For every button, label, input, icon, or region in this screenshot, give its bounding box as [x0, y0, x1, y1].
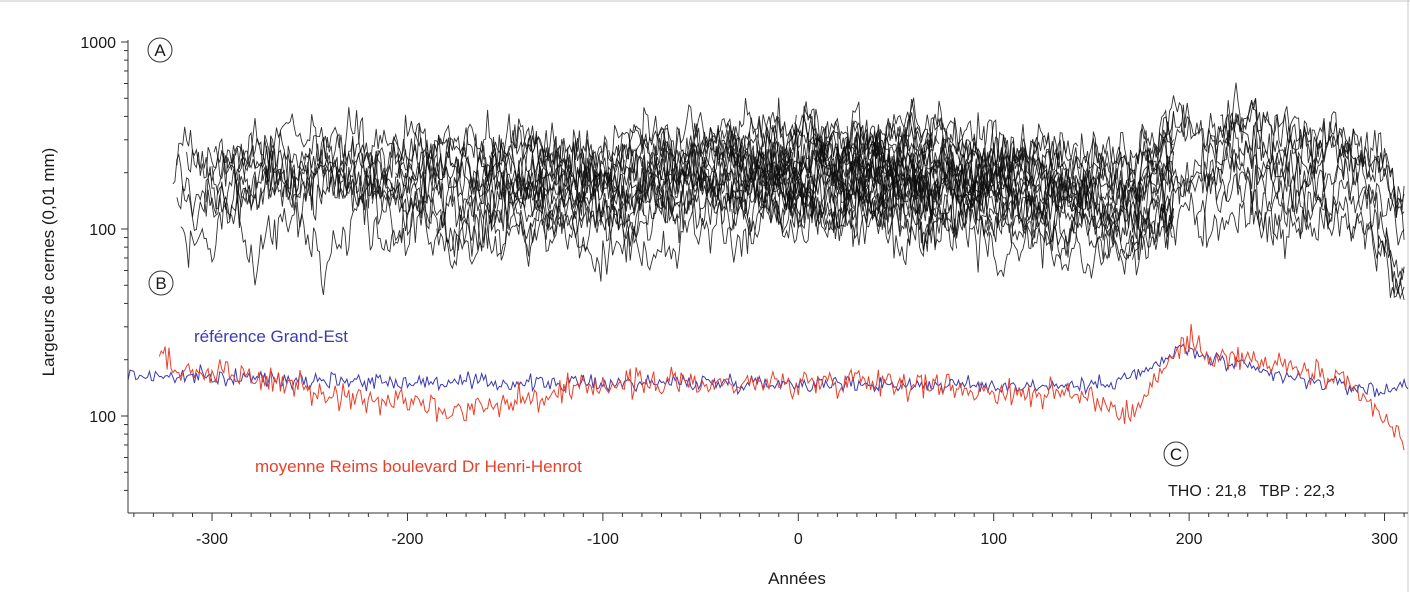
x-tick-label: -100 — [587, 531, 619, 548]
x-tick-label: 0 — [794, 531, 803, 548]
ring-width-series — [690, 97, 1079, 202]
y-axis-title: Largeurs de cernes (0,01 mm) — [39, 148, 58, 377]
ring-width-series — [628, 129, 813, 197]
y-tick-label: 1000 — [80, 35, 116, 52]
ring-width-series — [180, 190, 444, 295]
ring-width-series — [717, 99, 940, 182]
panel-label-b: B — [148, 270, 174, 296]
ring-width-series — [856, 125, 1327, 230]
x-tick-label: 100 — [980, 531, 1007, 548]
panel-label-c: C — [1163, 441, 1189, 467]
ring-width-series — [1206, 129, 1405, 246]
ring-width-series — [1196, 190, 1405, 300]
panel-circle-b — [148, 270, 174, 296]
ring-width-series — [731, 178, 1174, 272]
axes: -300 -200 -100 0 100 200 300 1000 100 100 — [80, 35, 1408, 548]
x-tick-label: 200 — [1176, 531, 1203, 548]
ring-width-series — [970, 195, 1174, 279]
mean-chronologies — [127, 323, 1409, 451]
ring-width-series — [176, 156, 428, 232]
ring-width-series — [1161, 149, 1405, 298]
panel-label-a: A — [147, 37, 173, 63]
ring-width-series — [840, 164, 1405, 301]
x-tick-label: 300 — [1371, 531, 1398, 548]
ring-width-series — [1130, 82, 1405, 215]
ring-width-series — [909, 165, 1174, 247]
ring-width-series — [963, 126, 1325, 237]
panel-letter-c: C — [1170, 445, 1182, 464]
panel-letter-a: A — [154, 41, 166, 60]
ring-width-series — [659, 148, 930, 225]
ring-width-series — [483, 118, 623, 201]
ring-width-series — [371, 150, 993, 257]
ring-width-series — [1208, 101, 1405, 218]
ring-width-series — [833, 127, 1139, 225]
y-tick-label: 100 — [89, 409, 116, 426]
x-axis-title: Années — [768, 569, 826, 588]
x-tick-label: -300 — [196, 531, 228, 548]
reims-mean-line — [158, 323, 1405, 451]
ring-width-series — [725, 141, 938, 217]
ring-width-series — [1270, 158, 1405, 281]
ring-width-series — [176, 123, 451, 200]
panel-circle-c — [1163, 441, 1189, 467]
x-tick-label: -200 — [391, 531, 423, 548]
ring-width-series — [794, 95, 1190, 190]
panel-letter-b: B — [155, 274, 166, 293]
panel-circle-a — [147, 37, 173, 63]
series-label-reims: moyenne Reims boulevard Dr Henri-Henrot — [255, 457, 582, 476]
reference-grand-est-line — [127, 343, 1409, 398]
y-tick-label: 100 — [89, 222, 116, 239]
ring-width-series — [213, 107, 557, 187]
ring-width-series — [1132, 203, 1174, 260]
tree-ring-series-ensemble — [172, 82, 1405, 301]
ring-width-series — [479, 163, 856, 245]
crossdating-statistics: THO : 21,8 TBP : 22,3 — [1168, 483, 1335, 500]
ring-width-series — [1132, 183, 1174, 239]
series-label-reference: référence Grand-Est — [194, 327, 348, 346]
ring-width-series — [608, 98, 797, 169]
